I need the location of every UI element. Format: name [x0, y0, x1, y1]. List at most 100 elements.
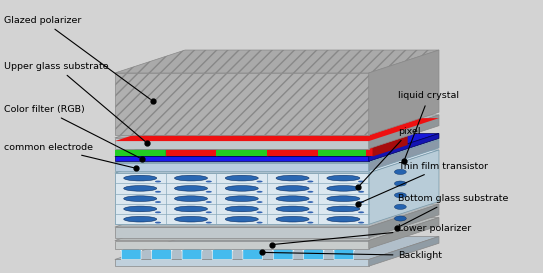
- Polygon shape: [333, 244, 355, 259]
- Ellipse shape: [256, 180, 263, 182]
- Ellipse shape: [394, 193, 406, 198]
- Polygon shape: [369, 140, 439, 171]
- Ellipse shape: [394, 169, 406, 174]
- Ellipse shape: [307, 222, 313, 224]
- Ellipse shape: [394, 204, 406, 209]
- Ellipse shape: [327, 186, 360, 191]
- Polygon shape: [366, 144, 372, 156]
- Ellipse shape: [358, 222, 364, 224]
- Polygon shape: [166, 150, 217, 156]
- Ellipse shape: [124, 175, 157, 181]
- Ellipse shape: [206, 201, 212, 203]
- Polygon shape: [115, 133, 439, 156]
- Polygon shape: [115, 150, 439, 173]
- Polygon shape: [369, 142, 393, 156]
- Polygon shape: [115, 138, 369, 149]
- Polygon shape: [217, 150, 267, 156]
- Ellipse shape: [307, 191, 313, 193]
- Polygon shape: [115, 156, 369, 161]
- Ellipse shape: [225, 216, 258, 222]
- Text: Upper glass substrate: Upper glass substrate: [4, 62, 145, 141]
- Polygon shape: [115, 115, 439, 138]
- Polygon shape: [115, 173, 369, 224]
- Polygon shape: [366, 133, 408, 144]
- Polygon shape: [115, 142, 190, 150]
- Polygon shape: [369, 133, 439, 161]
- Polygon shape: [369, 236, 439, 266]
- Polygon shape: [217, 142, 241, 156]
- Ellipse shape: [206, 211, 212, 213]
- Ellipse shape: [327, 206, 360, 212]
- Ellipse shape: [124, 216, 157, 222]
- Text: pixel: pixel: [360, 127, 421, 185]
- Ellipse shape: [174, 196, 207, 201]
- Ellipse shape: [155, 201, 161, 203]
- Ellipse shape: [174, 175, 207, 181]
- Polygon shape: [115, 227, 369, 238]
- Polygon shape: [115, 236, 439, 259]
- Text: Thin film transistor: Thin film transistor: [361, 162, 489, 203]
- Polygon shape: [318, 142, 393, 150]
- Ellipse shape: [256, 191, 263, 193]
- Ellipse shape: [276, 196, 309, 201]
- Polygon shape: [181, 244, 203, 259]
- Ellipse shape: [276, 206, 309, 212]
- Ellipse shape: [155, 191, 161, 193]
- Ellipse shape: [174, 186, 207, 191]
- Polygon shape: [267, 150, 318, 156]
- Polygon shape: [267, 142, 343, 150]
- Polygon shape: [242, 244, 264, 259]
- Ellipse shape: [206, 191, 212, 193]
- Polygon shape: [166, 142, 190, 156]
- Polygon shape: [166, 142, 241, 150]
- Polygon shape: [318, 142, 343, 156]
- Polygon shape: [217, 142, 292, 150]
- Text: Backlight: Backlight: [265, 251, 443, 260]
- Ellipse shape: [174, 206, 207, 212]
- Polygon shape: [272, 244, 294, 259]
- Polygon shape: [369, 50, 439, 135]
- Text: Glazed polarizer: Glazed polarizer: [4, 16, 150, 99]
- Ellipse shape: [256, 201, 263, 203]
- Ellipse shape: [225, 186, 258, 191]
- Ellipse shape: [225, 206, 258, 212]
- Ellipse shape: [327, 196, 360, 201]
- Ellipse shape: [307, 180, 313, 182]
- Polygon shape: [115, 241, 369, 249]
- Polygon shape: [318, 150, 369, 156]
- Ellipse shape: [307, 201, 313, 203]
- Text: common electrode: common electrode: [4, 143, 134, 168]
- Polygon shape: [115, 73, 369, 135]
- Ellipse shape: [155, 180, 161, 182]
- Ellipse shape: [174, 216, 207, 222]
- Polygon shape: [115, 150, 166, 156]
- Ellipse shape: [155, 211, 161, 213]
- Ellipse shape: [256, 211, 263, 213]
- Polygon shape: [115, 259, 369, 266]
- Polygon shape: [369, 204, 439, 238]
- Polygon shape: [115, 163, 369, 171]
- Ellipse shape: [256, 222, 263, 224]
- Polygon shape: [150, 244, 173, 259]
- Ellipse shape: [394, 181, 406, 186]
- Polygon shape: [211, 244, 233, 259]
- Ellipse shape: [276, 216, 309, 222]
- Ellipse shape: [276, 186, 309, 191]
- Polygon shape: [115, 50, 439, 73]
- Ellipse shape: [358, 211, 364, 213]
- Ellipse shape: [327, 175, 360, 181]
- Polygon shape: [369, 218, 439, 249]
- Ellipse shape: [225, 175, 258, 181]
- Text: liquid crystal: liquid crystal: [399, 91, 459, 159]
- Ellipse shape: [358, 191, 364, 193]
- Ellipse shape: [358, 180, 364, 182]
- Ellipse shape: [358, 201, 364, 203]
- Ellipse shape: [225, 196, 258, 201]
- Ellipse shape: [124, 206, 157, 212]
- Polygon shape: [302, 244, 324, 259]
- Polygon shape: [115, 218, 439, 241]
- Ellipse shape: [327, 216, 360, 222]
- Polygon shape: [267, 142, 292, 156]
- Ellipse shape: [124, 196, 157, 201]
- Ellipse shape: [206, 222, 212, 224]
